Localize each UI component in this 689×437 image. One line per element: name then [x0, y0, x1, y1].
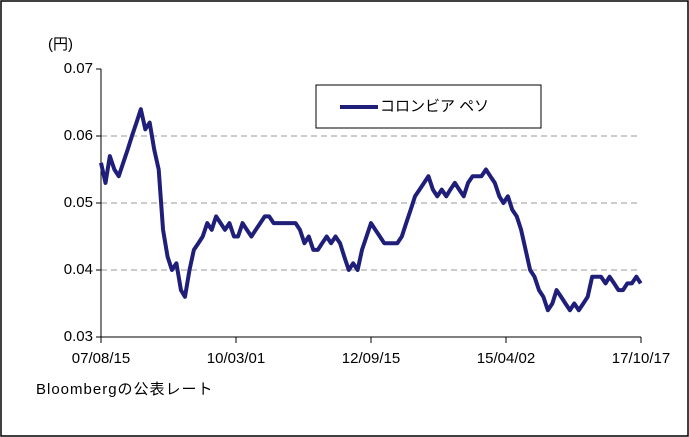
y-tick-label: 0.04 — [64, 261, 93, 278]
x-tick-label: 07/08/15 — [72, 350, 130, 367]
data-line — [99, 107, 643, 313]
x-tick-label: 17/10/17 — [612, 350, 670, 367]
y-axis-label: (円) — [48, 36, 73, 53]
x-tick-label: 10/03/01 — [207, 350, 265, 367]
y-tick-label: 0.06 — [64, 127, 93, 144]
y-tick-label: 0.03 — [64, 328, 93, 345]
footnote: Bloombergの公表レート — [36, 381, 214, 398]
x-tick-label: 15/04/02 — [477, 350, 535, 367]
legend-label: コロンビア ペソ — [380, 98, 489, 115]
y-tick-label: 0.07 — [64, 60, 93, 77]
x-tick-label: 12/09/15 — [342, 350, 400, 367]
y-tick-label: 0.05 — [64, 194, 93, 211]
